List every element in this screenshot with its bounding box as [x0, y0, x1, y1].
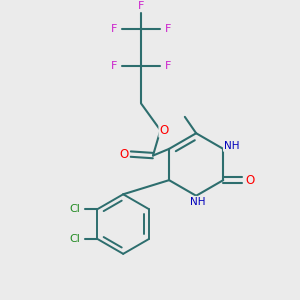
Text: F: F	[138, 1, 144, 11]
Text: O: O	[159, 124, 169, 137]
Text: F: F	[111, 24, 118, 34]
Text: O: O	[119, 148, 129, 160]
Text: NH: NH	[224, 141, 239, 151]
Text: F: F	[165, 61, 171, 71]
Text: F: F	[111, 61, 118, 71]
Text: O: O	[245, 174, 255, 187]
Text: Cl: Cl	[70, 204, 80, 214]
Text: Cl: Cl	[70, 234, 80, 244]
Text: F: F	[165, 24, 171, 34]
Text: NH: NH	[190, 197, 206, 207]
